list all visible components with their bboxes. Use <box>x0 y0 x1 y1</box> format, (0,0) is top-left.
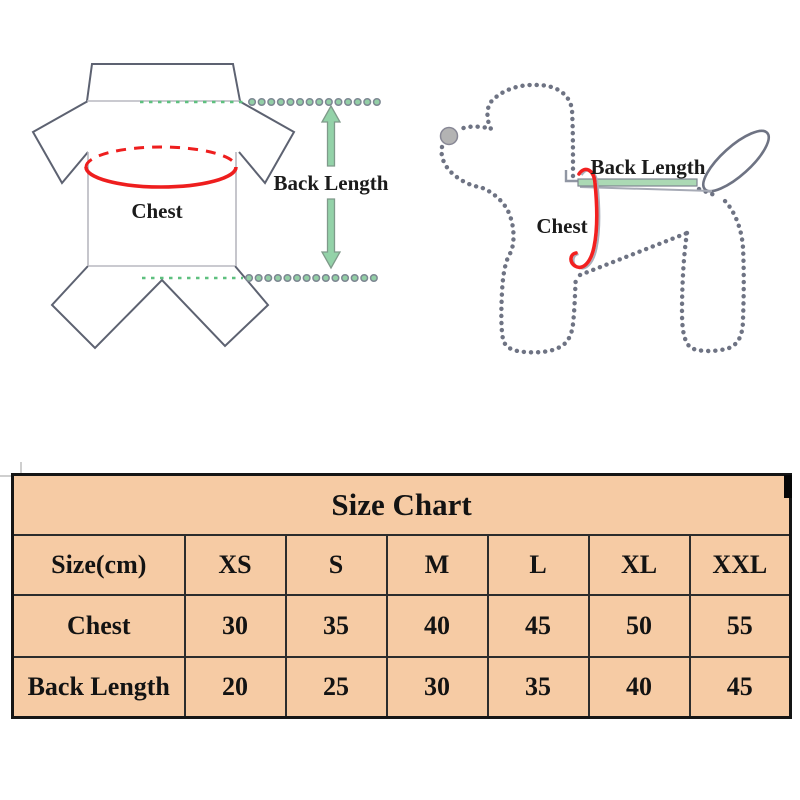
back-length-xxl: 45 <box>688 655 792 719</box>
back-length-l: 35 <box>486 655 590 719</box>
row-label-chest: Chest <box>11 593 186 658</box>
header-size-xs: XS <box>183 533 287 596</box>
chest-xs: 30 <box>183 593 287 658</box>
dog-tail <box>702 129 770 193</box>
garment-flat-diagram: Chest Back Length <box>31 63 389 350</box>
garment-right-sleeve <box>238 100 296 185</box>
flat-back-length-label: Back Length <box>274 171 389 195</box>
header-size-m: M <box>385 533 489 596</box>
dog-outline <box>439 82 746 355</box>
chest-m: 40 <box>385 593 489 658</box>
dog-back-length-label: Back Length <box>591 155 706 179</box>
table-title: Size Chart <box>11 473 792 536</box>
dog-diagram: Back Length Chest <box>439 82 770 355</box>
arrow-up-icon <box>320 104 342 167</box>
arrow-down-icon <box>320 198 342 270</box>
table-row-back-length: Back Length 20 25 30 35 40 45 <box>11 655 792 719</box>
header-size-l: L <box>486 533 590 596</box>
table-title-row: Size Chart <box>11 473 792 536</box>
chest-l: 45 <box>486 593 590 658</box>
corner-black-tab <box>784 475 792 498</box>
chest-ellipse-solid <box>84 166 238 189</box>
dog-chest-curve <box>569 167 599 270</box>
header-size-xl: XL <box>587 533 691 596</box>
header-size-s: S <box>284 533 388 596</box>
back-length-bar <box>577 178 698 187</box>
header-size-cm: Size(cm) <box>11 533 186 596</box>
back-length-xl: 40 <box>587 655 691 719</box>
flat-chest-label: Chest <box>131 199 182 223</box>
chest-s: 35 <box>284 593 388 658</box>
chest-ellipse-dashed <box>84 145 238 168</box>
garment-leg-flaps <box>50 265 270 350</box>
table-row-chest: Chest 30 35 40 45 50 55 <box>11 593 792 658</box>
row-label-back-length: Back Length <box>11 655 186 719</box>
garment-left-sleeve <box>31 100 89 185</box>
chest-xl: 50 <box>587 593 691 658</box>
size-chart-table: Size Chart Size(cm) XS S M L XL XXL Ches… <box>11 473 793 719</box>
chest-xxl: 55 <box>688 593 792 658</box>
dog-chest-label: Chest <box>536 214 587 238</box>
back-length-bar-shadow <box>579 186 713 192</box>
measurement-diagrams: Chest Back Length <box>31 63 770 355</box>
neck-corner <box>564 170 580 183</box>
crop-mark-vertical <box>20 462 22 476</box>
crop-mark-horizontal <box>0 475 12 477</box>
back-length-xs: 20 <box>183 655 287 719</box>
back-length-m: 30 <box>385 655 489 719</box>
garment-collar <box>86 63 241 102</box>
header-size-xxl: XXL <box>688 533 792 596</box>
back-length-s: 25 <box>284 655 388 719</box>
dog-nose <box>439 126 459 146</box>
table-header-row: Size(cm) XS S M L XL XXL <box>11 533 792 596</box>
